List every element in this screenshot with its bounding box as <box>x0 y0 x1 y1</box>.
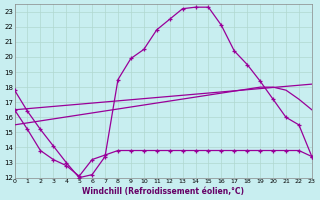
X-axis label: Windchill (Refroidissement éolien,°C): Windchill (Refroidissement éolien,°C) <box>82 187 244 196</box>
